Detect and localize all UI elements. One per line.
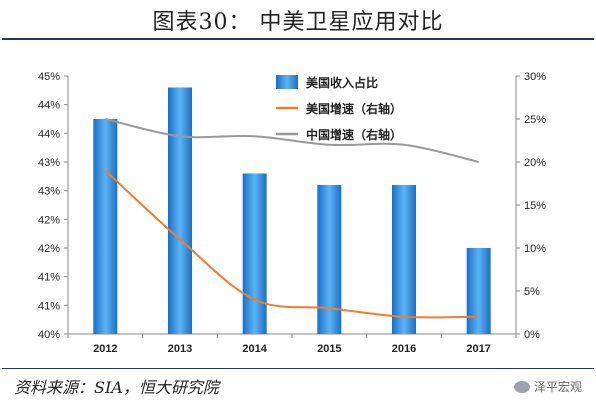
chart: 45% 44% 44% 43% 43% 42% 42% 41% 41% 40% 30% 25% 20% 1… [38, 71, 546, 355]
watermark-text: 泽平宏观 [533, 380, 582, 394]
legend-label: 美国收入占比 [306, 75, 378, 90]
legend-swatch [276, 75, 298, 89]
right-tick-label: 5% [524, 286, 540, 298]
bar [392, 184, 416, 334]
right-tick-label: 15% [524, 200, 546, 212]
right-tick-label: 0% [524, 329, 540, 341]
left-tick-label: 43% [38, 157, 60, 169]
x-tick-label: 2017 [466, 343, 490, 355]
left-tick-label: 44% [38, 128, 60, 140]
left-tick-label: 42% [38, 243, 60, 255]
x-tick-label: 2016 [392, 343, 416, 355]
left-tick-label: 41% [38, 272, 60, 284]
left-tick-label: 45% [38, 71, 60, 83]
series-line [105, 118, 479, 163]
left-tick-label: 44% [38, 100, 60, 112]
bar [317, 184, 342, 334]
left-tick-label: 41% [38, 300, 60, 312]
x-tick-label: 2015 [317, 343, 341, 355]
right-tick-label: 30% [524, 71, 546, 83]
chart-title: 图表30： 中美卫星应用对比 [152, 10, 444, 35]
source-note: 资料来源：SIA，恒大研究院 [14, 378, 219, 397]
bar [93, 119, 118, 334]
watermark: 泽平宏观 [513, 378, 582, 395]
right-tick-label: 20% [524, 157, 546, 169]
left-tick-label: 40% [38, 329, 60, 341]
series-line [104, 169, 479, 319]
wechat-icon [513, 380, 530, 393]
bar [242, 173, 267, 334]
bar [168, 87, 192, 334]
x-tick-label: 2012 [93, 343, 117, 355]
footer-divider [2, 368, 594, 369]
left-tick-label: 42% [38, 214, 60, 226]
legend-label: 美国增速（右轴） [306, 101, 402, 116]
left-tick-label: 43% [38, 186, 60, 198]
right-tick-label: 25% [524, 114, 546, 126]
bar [466, 248, 491, 334]
legend-label: 中国增速（右轴） [306, 127, 402, 142]
x-tick-label: 2014 [242, 343, 267, 355]
title-divider [2, 38, 594, 40]
right-tick-label: 10% [524, 243, 546, 255]
x-tick-label: 2013 [168, 343, 192, 355]
